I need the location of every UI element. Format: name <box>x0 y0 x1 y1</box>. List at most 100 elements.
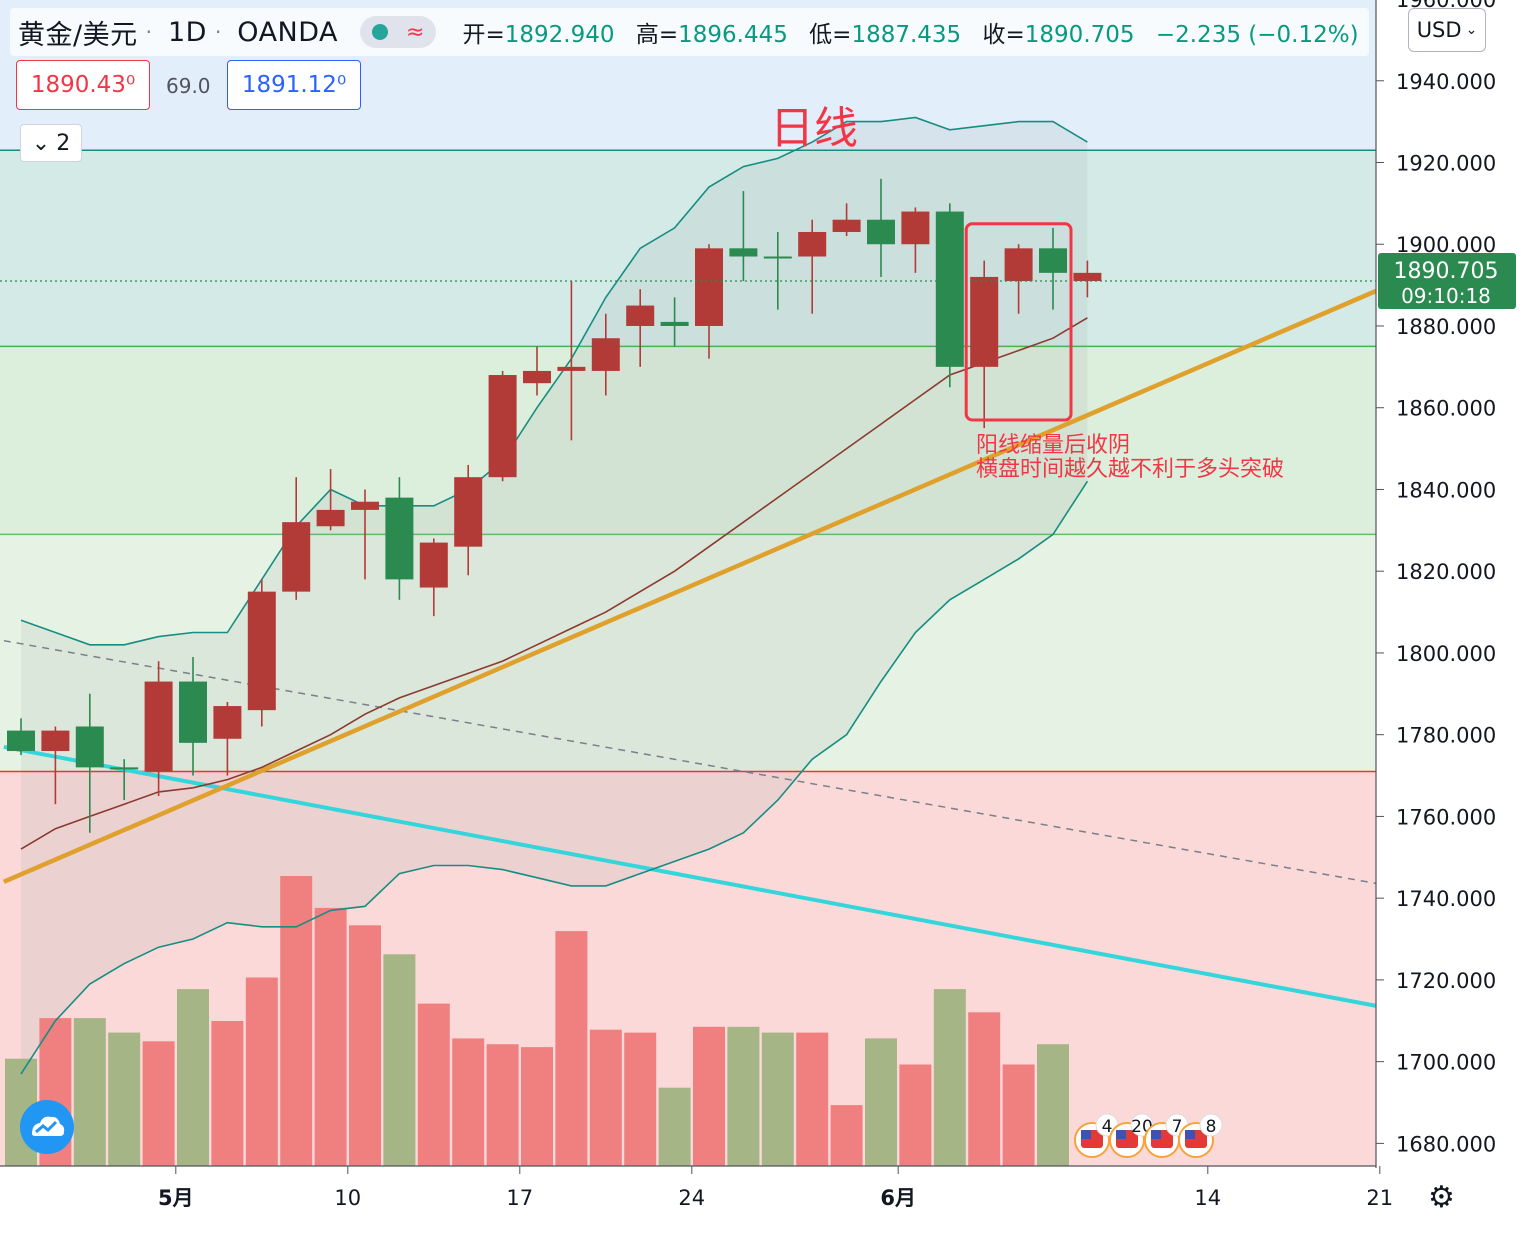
open-value: 1892.940 <box>504 22 615 48</box>
candle-10 <box>351 489 379 580</box>
y-tick-label: 1940.000 <box>1396 70 1496 94</box>
indicator-count: 2 <box>56 130 71 156</box>
event-badge-3: 8 <box>1178 1113 1223 1158</box>
market-open-icon <box>372 24 389 40</box>
last-price-value: 1890.705 <box>1394 259 1499 284</box>
currency-label: USD <box>1416 18 1462 42</box>
highlight-box <box>964 222 1073 422</box>
y-tick-label: 1840.000 <box>1396 478 1496 502</box>
tradingview-logo-icon[interactable] <box>20 1100 74 1154</box>
volume-bar-30 <box>1037 1044 1069 1166</box>
bollinger-fill <box>21 117 1088 1074</box>
candle-20 <box>695 244 723 359</box>
volume-bar-11 <box>383 954 416 1166</box>
candle-17 <box>591 313 620 396</box>
volume-bar-25 <box>865 1038 897 1166</box>
x-tick-label: 21 <box>1366 1186 1393 1210</box>
volume-bar-4 <box>142 1041 175 1166</box>
volume-bar-16 <box>555 931 588 1166</box>
y-tick-label: 1740.000 <box>1396 887 1496 911</box>
sell-button[interactable]: 1890.43⁰ <box>16 60 150 110</box>
candle-countdown: 09:10:18 <box>1401 284 1491 308</box>
event-badges: 4 20 7 8 <box>1074 1113 1223 1158</box>
candles <box>7 178 1102 833</box>
low-label: 低= <box>809 22 852 48</box>
bollinger-upper <box>20 116 1088 646</box>
uptrend-line <box>2 276 1405 884</box>
y-tick-label: 1920.000 <box>1396 152 1496 176</box>
buy-button[interactable]: 1891.12⁰ <box>227 60 361 110</box>
currency-select[interactable]: USD ⌄ <box>1408 8 1486 52</box>
open-label: 开= <box>462 22 505 48</box>
zone-upper <box>0 150 1376 347</box>
interval-label[interactable]: 1D <box>167 16 207 48</box>
candle-12 <box>419 538 448 617</box>
chart-annotation-title: 日线 <box>770 103 858 154</box>
candle-2 <box>75 693 104 833</box>
y-tick-label: 1820.000 <box>1396 560 1496 584</box>
gear-icon[interactable]: ⚙ <box>1428 1180 1455 1215</box>
candle-16 <box>557 281 586 441</box>
x-tick-label: 24 <box>678 1186 705 1210</box>
candle-9 <box>316 469 345 531</box>
bollinger-lower <box>20 480 1089 1075</box>
candle-13 <box>454 464 483 576</box>
moving-average <box>20 317 1088 850</box>
volume-bar-29 <box>1002 1064 1035 1166</box>
chart-note-line2: 横盘时间越久越不利于多头突破 <box>976 457 1284 482</box>
y-tick-label: 1900.000 <box>1396 233 1496 257</box>
change-value: −2.235 (−0.12%) <box>1155 22 1359 48</box>
close-value: 1890.705 <box>1024 22 1135 48</box>
high-value: 1896.445 <box>678 22 788 48</box>
candle-23 <box>798 219 827 314</box>
separator-2: · <box>214 20 222 44</box>
volume-bar-3 <box>108 1032 141 1166</box>
candle-5 <box>179 657 207 776</box>
candle-8 <box>282 477 311 600</box>
x-tick-label: 6月 <box>880 1186 916 1210</box>
y-tick-label: 1860.000 <box>1396 397 1496 421</box>
candle-15 <box>523 346 551 396</box>
price-axis <box>1376 0 1522 1230</box>
y-tick-label: 1720.000 <box>1396 969 1496 993</box>
y-tick-label: 1880.000 <box>1396 315 1496 339</box>
x-tick-label: 10 <box>334 1186 361 1210</box>
indicators-collapse-button[interactable]: ⌄ 2 <box>20 124 82 162</box>
x-tick-label: 5月 <box>158 1186 194 1210</box>
zone-middle <box>0 346 1376 535</box>
time-axis <box>0 1168 1376 1230</box>
candle-22 <box>763 231 792 310</box>
y-tick-label: 1800.000 <box>1396 642 1496 666</box>
volume-bar-12 <box>417 1003 450 1166</box>
candle-29 <box>1004 244 1033 314</box>
volume-bar-15 <box>521 1047 553 1166</box>
volume-bar-14 <box>486 1044 519 1166</box>
candle-30 <box>1039 227 1067 310</box>
candle-31 <box>1073 260 1102 298</box>
volume-bar-28 <box>968 1012 1001 1166</box>
volume-bar-21 <box>727 1026 760 1166</box>
status-pill[interactable]: ≈ <box>360 16 437 48</box>
volume-bar-22 <box>761 1032 794 1166</box>
y-tick-label: 1680.000 <box>1396 1132 1496 1156</box>
y-tick-label: 1780.000 <box>1396 724 1496 748</box>
volume-bar-5 <box>177 989 209 1166</box>
candle-6 <box>213 701 242 776</box>
volume-bar-9 <box>314 907 347 1166</box>
volume-bar-10 <box>349 925 381 1166</box>
dashed-trend-line <box>3 639 1391 887</box>
candle-0 <box>7 718 35 756</box>
candle-28 <box>970 260 999 429</box>
wave-icon: ≈ <box>406 19 425 45</box>
symbol-name[interactable]: 黄金/美元 <box>18 19 138 51</box>
broker-label[interactable]: OANDA <box>237 16 339 48</box>
volume-bar-13 <box>452 1038 485 1166</box>
candle-1 <box>41 726 70 805</box>
candle-18 <box>626 289 655 367</box>
volume-bar-27 <box>933 989 966 1166</box>
x-tick-label: 17 <box>506 1186 533 1210</box>
candle-24 <box>832 203 861 237</box>
